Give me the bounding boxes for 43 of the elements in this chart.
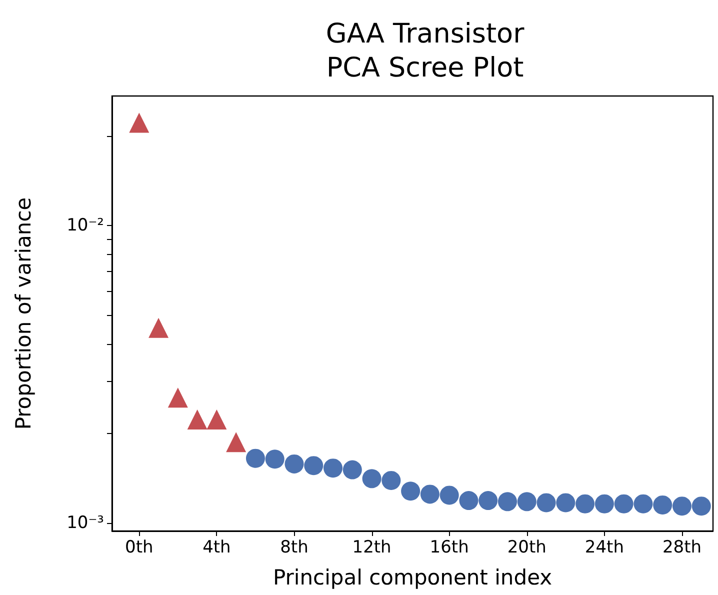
y-tick-label: 10⁻² (66, 216, 104, 236)
point (478, 491, 498, 510)
point (284, 454, 304, 474)
chart-title: GAA Transistor PCA Scree Plot (326, 18, 526, 84)
point (576, 494, 595, 514)
x-tick-label: 16th (430, 538, 469, 558)
point (672, 496, 692, 516)
point (692, 496, 711, 516)
point (168, 388, 188, 408)
point (129, 112, 150, 133)
x-tick-label: 8th (280, 538, 308, 558)
point (653, 495, 672, 514)
point (440, 486, 459, 505)
point (226, 432, 246, 452)
point (536, 493, 556, 512)
point (362, 469, 382, 488)
point (517, 492, 536, 512)
point (382, 470, 401, 490)
point (556, 493, 576, 512)
x-axis-title: Principal component index (272, 566, 552, 590)
point (498, 492, 517, 512)
point (324, 458, 343, 478)
x-tick-label: 0th (125, 538, 154, 558)
point (401, 482, 420, 501)
x-tick-label: 28th (662, 538, 702, 558)
point (634, 494, 653, 514)
point (614, 494, 634, 514)
point (342, 460, 362, 480)
point (459, 491, 478, 510)
y-tick-label: 10⁻³ (66, 513, 104, 534)
x-tick-label: 20th (507, 538, 546, 558)
y-axis-title: Proportion of variance (12, 197, 36, 430)
x-tick-label: 12th (352, 538, 392, 558)
point (206, 409, 227, 430)
point (246, 448, 265, 468)
point (148, 318, 169, 338)
point (187, 409, 208, 430)
point (304, 456, 324, 476)
point (265, 450, 284, 469)
point (420, 484, 440, 504)
x-tick-label: 4th (202, 538, 231, 558)
point (594, 494, 614, 514)
x-tick-label: 24th (584, 538, 624, 558)
